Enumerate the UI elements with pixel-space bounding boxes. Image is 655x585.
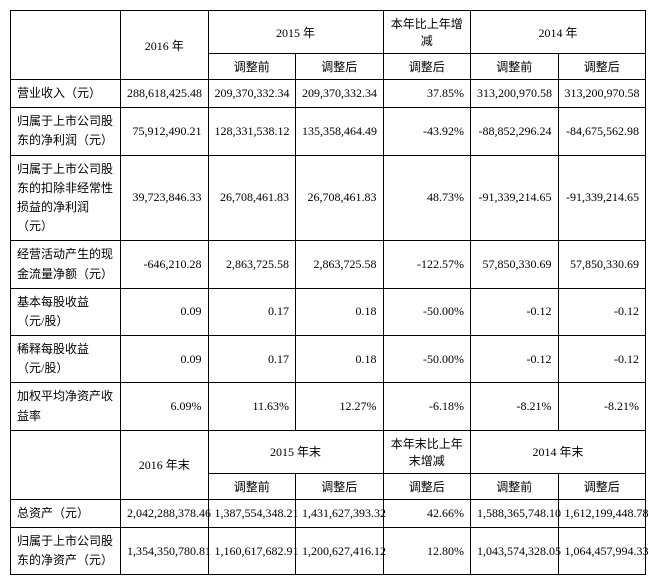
cell: 11.63% — [208, 383, 296, 430]
table-header-row: 2016 年末 2015 年末 本年末比上年末增减 2014 年末 — [11, 430, 646, 473]
cell: 6.09% — [121, 383, 209, 430]
row-label: 基本每股收益（元/股） — [11, 288, 121, 335]
cell: 1,588,365,748.10 — [471, 499, 559, 527]
cell: 0.17 — [208, 336, 296, 383]
row-label: 归属于上市公司股东的净利润（元） — [11, 108, 121, 155]
header-change-end: 本年末比上年末增减 — [383, 430, 471, 473]
cell: -43.92% — [383, 108, 471, 155]
cell: 75,912,490.21 — [121, 108, 209, 155]
cell: 1,431,627,393.32 — [296, 499, 384, 527]
subheader-postadj: 调整后 — [296, 473, 384, 499]
cell: 209,370,332.34 — [296, 80, 384, 108]
cell: 57,850,330.69 — [558, 241, 646, 288]
header-2015-end: 2015 年末 — [208, 430, 383, 473]
cell: -8.21% — [558, 383, 646, 430]
cell: -646,210.28 — [121, 241, 209, 288]
cell: -84,675,562.98 — [558, 108, 646, 155]
cell: 288,618,425.48 — [121, 80, 209, 108]
cell: 313,200,970.58 — [558, 80, 646, 108]
cell: 0.18 — [296, 336, 384, 383]
cell: -50.00% — [383, 336, 471, 383]
cell: 12.80% — [383, 528, 471, 575]
header-blank — [11, 430, 121, 499]
table-row: 稀释每股收益（元/股） 0.09 0.17 0.18 -50.00% -0.12… — [11, 336, 646, 383]
cell: 313,200,970.58 — [471, 80, 559, 108]
row-label: 总资产（元） — [11, 499, 121, 527]
cell: -91,339,214.65 — [471, 155, 559, 241]
cell: 1,160,617,682.91 — [208, 528, 296, 575]
header-2016: 2016 年 — [121, 11, 209, 80]
subheader-postadj: 调整后 — [296, 54, 384, 80]
table-header-row: 2016 年 2015 年 本年比上年增减 2014 年 — [11, 11, 646, 54]
subheader-preadj: 调整前 — [208, 473, 296, 499]
cell: 135,358,464.49 — [296, 108, 384, 155]
cell: 2,863,725.58 — [296, 241, 384, 288]
table-row: 归属于上市公司股东的净利润（元） 75,912,490.21 128,331,5… — [11, 108, 646, 155]
row-label: 稀释每股收益（元/股） — [11, 336, 121, 383]
cell: -88,852,296.24 — [471, 108, 559, 155]
cell: 0.09 — [121, 288, 209, 335]
table-row: 总资产（元） 2,042,288,378.46 1,387,554,348.21… — [11, 499, 646, 527]
cell: 48.73% — [383, 155, 471, 241]
cell: 42.66% — [383, 499, 471, 527]
cell: 0.18 — [296, 288, 384, 335]
cell: 1,064,457,994.33 — [558, 528, 646, 575]
subheader-preadj: 调整前 — [208, 54, 296, 80]
table-row: 经营活动产生的现金流量净额（元） -646,210.28 2,863,725.5… — [11, 241, 646, 288]
subheader-preadj: 调整前 — [471, 473, 559, 499]
subheader-preadj: 调整前 — [471, 54, 559, 80]
cell: 2,042,288,378.46 — [121, 499, 209, 527]
cell: 0.17 — [208, 288, 296, 335]
row-label: 加权平均净资产收益率 — [11, 383, 121, 430]
row-label: 归属于上市公司股东的扣除非经常性损益的净利润（元） — [11, 155, 121, 241]
header-2016-end: 2016 年末 — [121, 430, 209, 499]
cell: 37.85% — [383, 80, 471, 108]
table-row: 归属于上市公司股东的扣除非经常性损益的净利润（元） 39,723,846.33 … — [11, 155, 646, 241]
cell: 26,708,461.83 — [296, 155, 384, 241]
cell: 1,387,554,348.21 — [208, 499, 296, 527]
cell: -6.18% — [383, 383, 471, 430]
cell: -8.21% — [471, 383, 559, 430]
table-row: 加权平均净资产收益率 6.09% 11.63% 12.27% -6.18% -8… — [11, 383, 646, 430]
table-row: 营业收入（元） 288,618,425.48 209,370,332.34 20… — [11, 80, 646, 108]
cell: 0.09 — [121, 336, 209, 383]
cell: 2,863,725.58 — [208, 241, 296, 288]
cell: 26,708,461.83 — [208, 155, 296, 241]
cell: -0.12 — [471, 336, 559, 383]
header-blank — [11, 11, 121, 80]
cell: 209,370,332.34 — [208, 80, 296, 108]
subheader-postadj: 调整后 — [383, 54, 471, 80]
cell: 1,354,350,780.81 — [121, 528, 209, 575]
cell: 57,850,330.69 — [471, 241, 559, 288]
financial-table: 2016 年 2015 年 本年比上年增减 2014 年 调整前 调整后 调整后… — [10, 10, 646, 575]
row-label: 归属于上市公司股东的净资产（元） — [11, 528, 121, 575]
header-2015: 2015 年 — [208, 11, 383, 54]
cell: 1,043,574,328.05 — [471, 528, 559, 575]
cell: 12.27% — [296, 383, 384, 430]
cell: -0.12 — [558, 288, 646, 335]
cell: 39,723,846.33 — [121, 155, 209, 241]
row-label: 经营活动产生的现金流量净额（元） — [11, 241, 121, 288]
cell: -0.12 — [471, 288, 559, 335]
cell: -50.00% — [383, 288, 471, 335]
header-2014-end: 2014 年末 — [471, 430, 646, 473]
cell: 1,612,199,448.78 — [558, 499, 646, 527]
header-2014: 2014 年 — [471, 11, 646, 54]
header-change: 本年比上年增减 — [383, 11, 471, 54]
table-row: 基本每股收益（元/股） 0.09 0.17 0.18 -50.00% -0.12… — [11, 288, 646, 335]
cell: 1,200,627,416.12 — [296, 528, 384, 575]
table-row: 归属于上市公司股东的净资产（元） 1,354,350,780.81 1,160,… — [11, 528, 646, 575]
subheader-postadj: 调整后 — [383, 473, 471, 499]
subheader-postadj: 调整后 — [558, 473, 646, 499]
cell: -0.12 — [558, 336, 646, 383]
cell: -91,339,214.65 — [558, 155, 646, 241]
cell: 128,331,538.12 — [208, 108, 296, 155]
row-label: 营业收入（元） — [11, 80, 121, 108]
subheader-postadj: 调整后 — [558, 54, 646, 80]
cell: -122.57% — [383, 241, 471, 288]
